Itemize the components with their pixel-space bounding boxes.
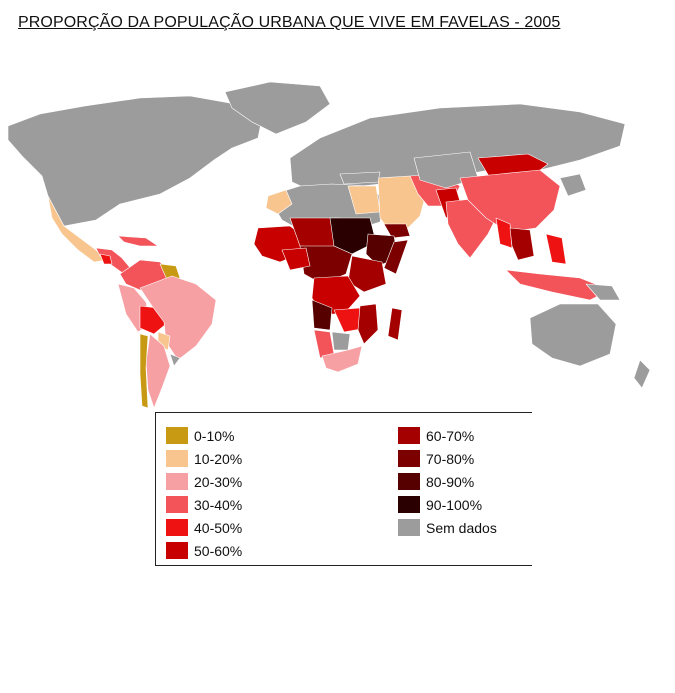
region-north-america [7,95,263,227]
legend-label: Sem dados [426,519,497,536]
region-south-africa [321,345,363,373]
legend-label: 20-30% [194,473,243,490]
legend-swatch [166,519,188,536]
region-central-africa [299,245,353,285]
region-brazil [139,275,217,361]
legend-label: 0-10% [194,427,235,444]
region-angola [311,299,333,331]
legend-swatch [398,473,420,490]
region-china [459,169,561,233]
legend-item: 0-10% [166,424,242,447]
legend-item: 70-80% [398,447,497,470]
region-korea-japan [559,173,587,197]
region-myanmar [495,217,513,249]
legend-swatch [398,519,420,536]
legend-item: 20-30% [166,470,242,493]
region-philippines [545,233,567,265]
map-title: PROPORÇÃO DA POPULAÇÃO URBANA QUE VIVE E… [18,14,561,31]
region-chile [139,333,149,409]
legend-item: 90-100% [398,493,497,516]
region-madagascar [387,307,403,341]
legend-label: 10-20% [194,450,243,467]
legend-label: 90-100% [426,496,483,513]
region-yemen [383,223,411,239]
region-turkey [339,171,381,185]
legend-item: Sem dados [398,516,497,539]
region-new-zealand [633,359,651,389]
region-caribbean [117,235,159,247]
legend-label: 80-90% [426,473,475,490]
legend-item: 30-40% [166,493,242,516]
legend-swatch [398,450,420,467]
legend-column-right: 60-70% 70-80% 80-90% 90-100% Sem dados [398,424,497,539]
legend-label: 50-60% [194,542,243,559]
region-uruguay [169,353,181,367]
legend-label: 60-70% [426,427,475,444]
region-indochina [509,227,535,261]
legend-swatch [166,450,188,467]
legend-swatch [166,496,188,513]
region-sudan-chad [329,217,377,255]
legend-column-left: 0-10% 10-20% 20-30% 30-40% 40-50% 50-60% [166,424,242,562]
region-botswana [331,331,351,351]
legend-item: 40-50% [166,516,242,539]
legend-label: 70-80% [426,450,475,467]
region-australia [529,303,617,367]
region-nigeria [281,247,311,271]
region-mozambique [357,303,379,345]
map-legend: 0-10% 10-20% 20-30% 30-40% 40-50% 50-60%… [155,412,532,566]
region-morocco [265,189,293,215]
region-guatemala [99,253,113,265]
legend-label: 40-50% [194,519,243,536]
legend-label: 30-40% [194,496,243,513]
legend-item: 60-70% [398,424,497,447]
legend-item: 50-60% [166,539,242,562]
legend-swatch [398,427,420,444]
legend-swatch [166,427,188,444]
region-greenland [224,81,331,135]
legend-swatch [166,542,188,559]
legend-swatch [398,496,420,513]
region-png [585,283,621,301]
region-somalia [383,239,409,275]
legend-item: 80-90% [398,470,497,493]
world-map [0,78,675,418]
legend-item: 10-20% [166,447,242,470]
legend-swatch [166,473,188,490]
